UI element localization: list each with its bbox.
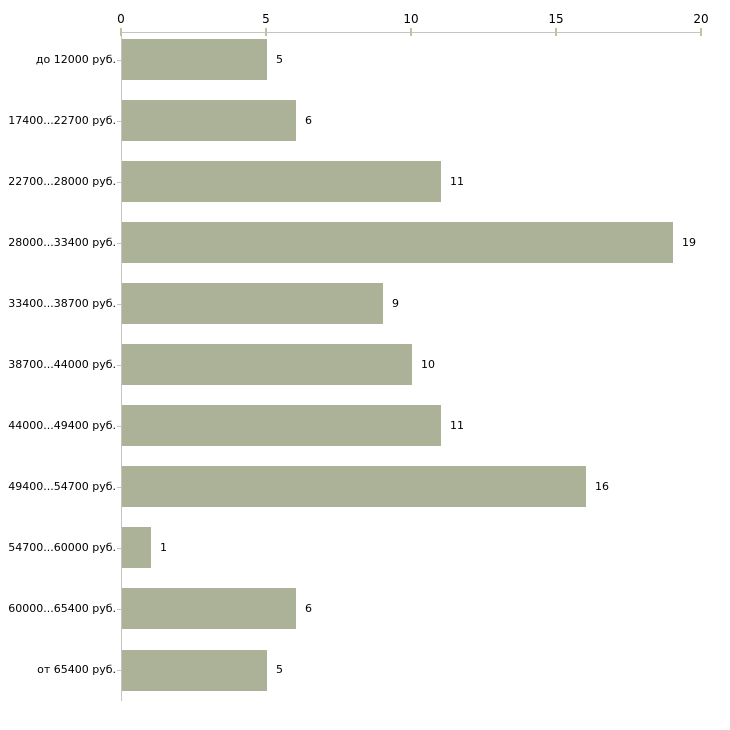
bar-value-label: 5: [276, 52, 283, 66]
bar: [122, 649, 267, 691]
category-label: 38700...44000 руб.: [8, 357, 116, 371]
bar-value-label: 10: [421, 357, 435, 371]
x-tick-label: 0: [117, 12, 125, 26]
x-tick-mark: [120, 28, 122, 36]
x-tick-label: 15: [548, 12, 564, 26]
category-label: 49400...54700 руб.: [8, 479, 116, 493]
bar-value-label: 19: [682, 235, 696, 249]
category-tick-mark: [117, 365, 122, 366]
category-tick-mark: [117, 426, 122, 427]
category-tick-mark: [117, 670, 122, 671]
x-tick-label: 5: [262, 12, 270, 26]
category-label: 44000...49400 руб.: [8, 418, 116, 432]
category-tick-mark: [117, 487, 122, 488]
bar: [122, 405, 441, 447]
bar: [122, 466, 586, 508]
bar-value-label: 1: [160, 540, 167, 554]
bar-value-label: 6: [305, 113, 312, 127]
x-tick-mark: [265, 28, 267, 36]
category-label: от 65400 руб.: [37, 663, 116, 676]
bar: [122, 100, 296, 142]
category-label: 22700...28000 руб.: [8, 174, 116, 188]
bar: [122, 283, 383, 325]
x-tick-mark: [410, 28, 412, 36]
category-label: до 12000 руб.: [35, 52, 116, 66]
bar-value-label: 11: [450, 418, 464, 432]
bar-value-label: 6: [305, 601, 312, 615]
x-tick-mark: [555, 28, 557, 36]
x-tick-label: 10: [403, 12, 419, 26]
category-tick-mark: [117, 121, 122, 122]
bar: [122, 527, 151, 569]
bar-value-label: 11: [450, 174, 464, 188]
bar: [122, 588, 296, 630]
category-tick-mark: [117, 548, 122, 549]
category-label: 33400...38700 руб.: [8, 296, 116, 310]
x-tick-label: 20: [693, 12, 709, 26]
category-tick-mark: [117, 182, 122, 183]
bar: [122, 222, 673, 264]
category-tick-mark: [117, 304, 122, 305]
bar-value-label: 16: [595, 479, 609, 493]
category-tick-mark: [117, 243, 122, 244]
x-tick-mark: [700, 28, 702, 36]
bar-value-label: 9: [392, 296, 399, 310]
bar: [122, 344, 412, 386]
category-tick-mark: [117, 60, 122, 61]
y-axis-line: [121, 32, 122, 701]
category-label: 60000...65400 руб.: [8, 601, 116, 615]
category-tick-mark: [117, 609, 122, 610]
bar: [122, 161, 441, 203]
category-label: 54700...60000 руб.: [8, 540, 116, 554]
category-label: 28000...33400 руб.: [8, 235, 116, 249]
bar: [122, 39, 267, 80]
category-label: 17400...22700 руб.: [8, 113, 116, 127]
bar-value-label: 5: [276, 663, 283, 676]
